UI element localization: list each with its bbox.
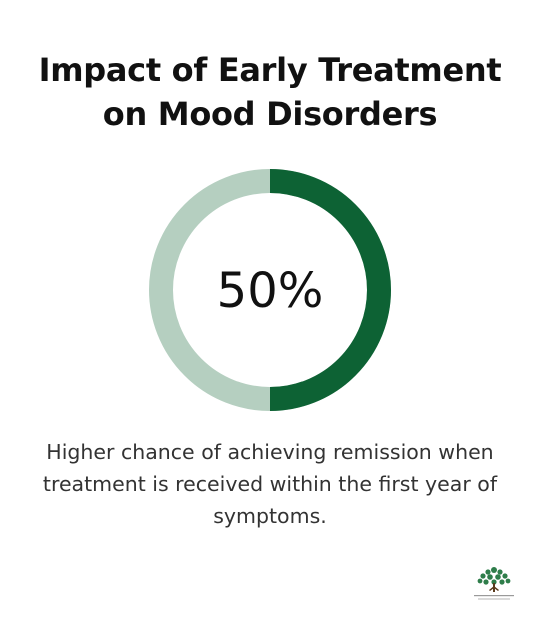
chart-title: Impact of Early Treatment on Mood Disord…	[0, 48, 540, 136]
donut-value-arc	[269, 169, 391, 411]
donut-center-label: 50%	[217, 263, 324, 319]
caption-line-3: symptoms.	[213, 504, 327, 528]
chart-caption: Higher chance of achieving remission whe…	[20, 436, 520, 532]
caption-line-1: Higher chance of achieving remission whe…	[46, 440, 494, 464]
tree-logo-icon	[474, 567, 514, 600]
donut-chart: 50%	[149, 169, 391, 411]
caption-line-2: treatment is received within the first y…	[42, 472, 498, 496]
chart-title-line-2: on Mood Disorders	[102, 95, 438, 133]
chart-title-line-1: Impact of Early Treatment	[38, 51, 502, 89]
